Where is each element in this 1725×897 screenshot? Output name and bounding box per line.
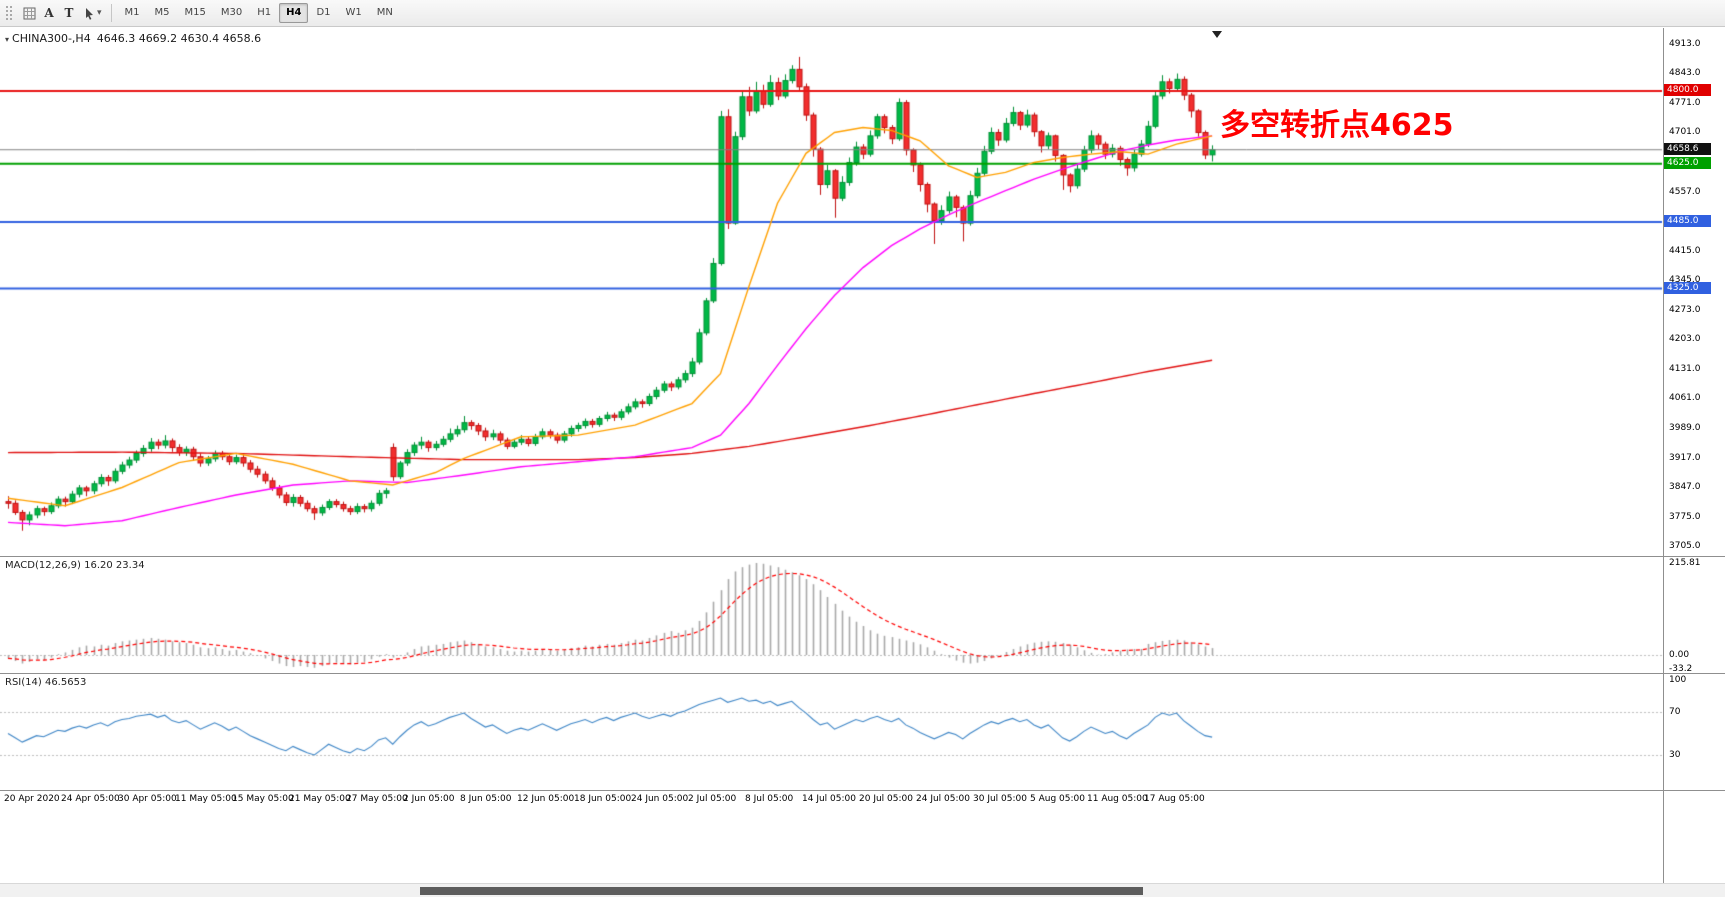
- price-axis-label: 4771.0: [1669, 98, 1701, 109]
- price-axis-label: 4557.0: [1669, 186, 1701, 197]
- price-axis-label: 4273.0: [1669, 305, 1701, 316]
- price-tag: 4625.0: [1664, 157, 1711, 170]
- symbol-timeframe-label: CHINA300-,H4: [12, 32, 91, 45]
- date-axis-label[interactable]: 24 Apr 05:00: [61, 794, 120, 804]
- price-axis-label: 4203.0: [1669, 334, 1701, 345]
- annotation-text[interactable]: 多空转折点4625: [1220, 108, 1454, 143]
- macd-indicator-label: MACD(12,26,9) 16.20 23.34: [5, 560, 145, 571]
- timeframe-button-w1[interactable]: W1: [345, 7, 362, 18]
- price-axis-label: 4061.0: [1669, 393, 1701, 404]
- chevron-down-icon[interactable]: ▾: [97, 8, 102, 18]
- toolbar: A T ▾ M1 M5 M15 M30 H1 H4 D1 W1 MN: [0, 0, 1725, 27]
- price-axis-label: 3775.0: [1669, 512, 1701, 522]
- cursor-icon-svg: [85, 7, 93, 20]
- price-axis-label: 4843.0: [1669, 68, 1701, 79]
- date-axis-label[interactable]: 24 Jun 05:00: [631, 794, 689, 804]
- price-axis-label: 4415.0: [1669, 245, 1701, 256]
- price-tag: 4325.0: [1664, 281, 1711, 294]
- chart-canvas[interactable]: [0, 28, 1663, 792]
- scrollbar-thumb[interactable]: [420, 887, 1143, 895]
- chart-shift-marker[interactable]: [1212, 31, 1222, 38]
- chart-title: ▾ CHINA300-,H4 4646.3 4669.2 4630.4 4658.6: [5, 32, 261, 45]
- timeframe-button-h4[interactable]: H4: [279, 3, 309, 23]
- date-axis-label[interactable]: 17 Aug 05:00: [1144, 794, 1205, 804]
- price-axis-label: 4131.0: [1669, 364, 1701, 375]
- price-axis[interactable]: [1663, 28, 1725, 883]
- timeframe-button-m5[interactable]: M5: [154, 7, 170, 18]
- date-axis-label[interactable]: 2 Jul 05:00: [688, 794, 737, 804]
- rsi-axis-label: 70: [1669, 707, 1681, 717]
- date-axis-label[interactable]: 14 Jul 05:00: [802, 794, 856, 804]
- price-axis-label: 3847.0: [1669, 482, 1701, 493]
- panel-separator-macd-rsi[interactable]: [0, 673, 1725, 674]
- timeframe-button-h1[interactable]: H1: [257, 7, 272, 18]
- chart-grid-icon[interactable]: [19, 3, 39, 23]
- price-tag: 4658.6: [1664, 143, 1711, 156]
- timeframe-button-m1[interactable]: M1: [124, 7, 140, 18]
- date-axis-label[interactable]: 5 Aug 05:00: [1030, 794, 1085, 804]
- date-axis-label[interactable]: 8 Jul 05:00: [745, 794, 794, 804]
- date-axis-label[interactable]: 15 May 05:00: [232, 794, 294, 804]
- timeframe-button-m30[interactable]: M30: [220, 7, 243, 18]
- price-axis-label: 3989.0: [1669, 423, 1701, 434]
- date-axis-label[interactable]: 30 Apr 05:00: [118, 794, 177, 804]
- price-axis-label: 4913.0: [1669, 39, 1701, 49]
- toolbar-separator: [110, 4, 112, 22]
- date-axis-label[interactable]: 30 Jul 05:00: [973, 794, 1027, 804]
- label-tool-t-icon[interactable]: T: [64, 6, 74, 20]
- price-axis-label: 4701.0: [1669, 127, 1701, 138]
- grid-icon-svg: [23, 7, 35, 19]
- ohlc-values: 4646.3 4669.2 4630.4 4658.6: [96, 32, 262, 45]
- date-axis-label[interactable]: 20 Apr 2020: [4, 794, 60, 804]
- price-tag: 4485.0: [1664, 215, 1711, 228]
- macd-axis-label: 0.00: [1669, 650, 1690, 660]
- price-axis-label: 3705.0: [1669, 541, 1701, 552]
- price-tag: 4800.0: [1664, 84, 1711, 97]
- rsi-indicator-label: RSI(14) 46.5653: [5, 677, 87, 688]
- toolbar-drag-handle[interactable]: [4, 4, 14, 22]
- text-tool-a-icon[interactable]: A: [44, 6, 54, 20]
- rsi-axis-label: 30: [1669, 750, 1681, 760]
- timeframe-button-m15[interactable]: M15: [184, 7, 206, 18]
- date-axis-label[interactable]: 11 Aug 05:00: [1087, 794, 1148, 804]
- price-axis-label: 4345.0: [1669, 275, 1701, 286]
- date-axis-label[interactable]: 8 Jun 05:00: [460, 794, 512, 804]
- timeframe-button-mn[interactable]: MN: [376, 7, 393, 18]
- date-axis-label[interactable]: 12 Jun 05:00: [517, 794, 575, 804]
- price-axis-label: 3917.0: [1669, 452, 1701, 463]
- symbol-dropdown-icon[interactable]: ▾: [5, 35, 10, 44]
- panel-separator-rsi-dates[interactable]: [0, 790, 1725, 791]
- date-axis-label[interactable]: 11 May 05:00: [175, 794, 237, 804]
- panel-separator-main-macd[interactable]: [0, 556, 1725, 557]
- cursor-tool-icon[interactable]: [79, 3, 99, 23]
- timeframe-group: M1 M5 M15 M30 H1 H4 D1 W1 MN: [118, 3, 400, 23]
- timeframe-button-d1[interactable]: D1: [316, 7, 331, 18]
- date-axis-label[interactable]: 18 Jun 05:00: [574, 794, 632, 804]
- macd-axis-label: 215.81: [1669, 558, 1701, 568]
- rsi-axis-label: 100: [1669, 674, 1687, 685]
- macd-axis-label: -33.2: [1669, 664, 1693, 675]
- date-axis-label[interactable]: 20 Jul 05:00: [859, 794, 913, 804]
- date-axis-label[interactable]: 24 Jul 05:00: [916, 794, 970, 804]
- date-axis-label[interactable]: 27 May 05:00: [346, 794, 408, 804]
- date-axis-label[interactable]: 2 Jun 05:00: [403, 794, 455, 804]
- date-axis-label[interactable]: 21 May 05:00: [289, 794, 351, 804]
- horizontal-scrollbar[interactable]: [0, 883, 1725, 897]
